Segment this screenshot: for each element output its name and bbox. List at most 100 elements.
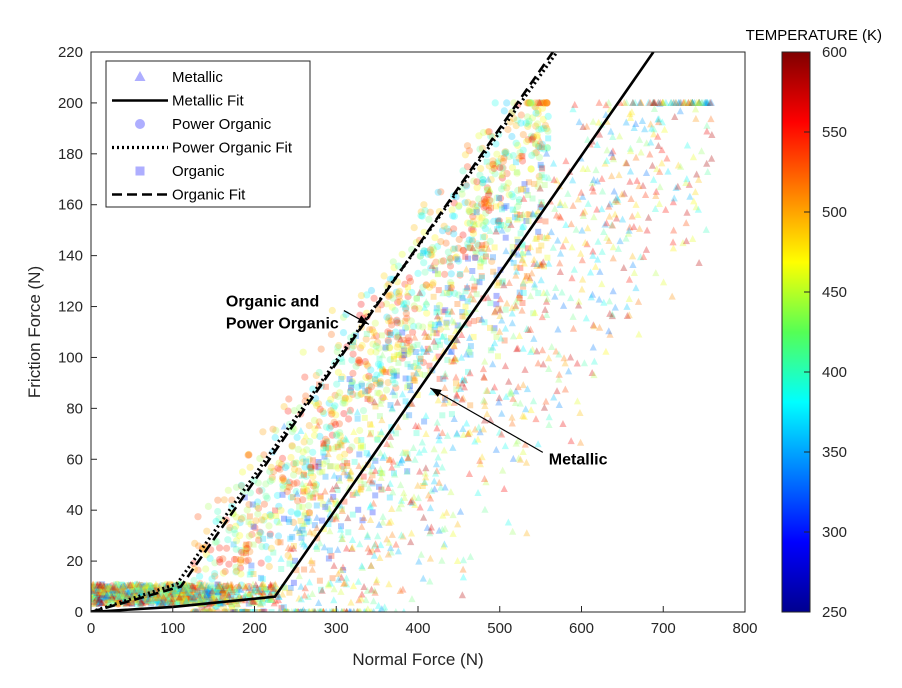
power-organic-point [469, 217, 477, 225]
power-organic-point [236, 519, 244, 527]
metallic-point [235, 585, 243, 593]
power-organic-point [427, 320, 435, 328]
metallic-point [325, 497, 333, 505]
organic-point [322, 445, 329, 451]
organic-point [465, 310, 472, 316]
power-organic-point [206, 554, 214, 563]
power-organic-point [91, 587, 97, 596]
metallic-point [509, 454, 517, 462]
colorbar-tick-label: 250 [822, 604, 847, 621]
power-organic-point [255, 504, 263, 512]
metallic-point [423, 523, 431, 531]
organic-point [497, 266, 504, 273]
organic-point [453, 386, 460, 393]
organic-point [325, 521, 332, 528]
power-organic-point [309, 448, 317, 456]
metallic-point [140, 586, 148, 594]
metallic-point [642, 169, 651, 177]
power-organic-point [290, 480, 298, 488]
metallic-point [249, 588, 258, 596]
organic-point [301, 609, 308, 612]
power-organic-point [499, 157, 507, 165]
power-organic-point [156, 594, 164, 602]
metallic-point [345, 471, 353, 479]
metallic-point [143, 596, 151, 604]
organic-point [210, 588, 217, 595]
power-organic-point [278, 476, 286, 484]
power-organic-point [484, 128, 492, 136]
metallic-point [449, 529, 457, 537]
organic-point [450, 342, 457, 349]
metallic-point [366, 503, 374, 511]
metallic-point [471, 425, 479, 433]
organic-point [478, 273, 485, 280]
metallic-point [565, 367, 573, 375]
metallic-point [605, 297, 614, 305]
power-organic-point [370, 294, 378, 302]
power-organic-point [288, 442, 296, 450]
organic-point [195, 592, 202, 599]
organic-point [210, 584, 217, 591]
power-organic-point [188, 587, 196, 595]
power-organic-point [315, 368, 323, 377]
organic-point [535, 228, 542, 235]
metallic-point [632, 120, 640, 128]
metallic-point [293, 489, 301, 497]
metallic-point [310, 608, 316, 612]
metallic-point [157, 599, 165, 607]
organic-point [162, 589, 169, 596]
metallic-point [434, 396, 442, 404]
power-organic-point [184, 593, 192, 601]
power-organic-point [189, 583, 197, 592]
power-organic-point [416, 252, 424, 260]
organic-point [195, 584, 202, 591]
metallic-point [698, 98, 706, 106]
power-organic-point [245, 450, 253, 458]
metallic-point [337, 525, 345, 533]
metallic-point [320, 608, 325, 612]
power-organic-point [470, 221, 478, 229]
metallic-point [450, 354, 459, 362]
power-organic-point [469, 226, 477, 234]
power-organic-point [244, 556, 252, 564]
organic-point [349, 491, 356, 498]
metallic-point [536, 136, 544, 144]
power-organic-point [526, 99, 535, 107]
power-organic-point [350, 342, 358, 350]
metallic-point [559, 242, 567, 250]
organic-point [360, 473, 367, 480]
metallic-point [96, 598, 104, 606]
organic-point [230, 609, 237, 612]
metallic-point [264, 595, 272, 603]
power-organic-point [184, 584, 192, 592]
metallic-point [514, 344, 522, 352]
organic-point [339, 358, 346, 365]
power-organic-point [143, 597, 151, 605]
metallic-point [411, 500, 419, 508]
organic-point [278, 566, 285, 572]
power-organic-point [309, 385, 317, 393]
metallic-point [255, 586, 263, 594]
metallic-point [184, 592, 192, 600]
y-tick-label: 220 [58, 44, 83, 61]
metallic-point [91, 580, 97, 588]
metallic-point [489, 387, 497, 395]
metallic-point [355, 462, 363, 470]
organic-point [320, 440, 327, 447]
metallic-point [639, 181, 647, 189]
power-organic-point [443, 337, 451, 345]
metallic-point [659, 278, 668, 286]
organic-point [194, 592, 201, 599]
power-organic-point [91, 599, 96, 607]
organic-point [436, 341, 443, 348]
power-organic-point [252, 517, 260, 525]
metallic-point [453, 336, 461, 344]
organic-point [215, 589, 222, 596]
metallic-point [135, 580, 143, 588]
power-organic-point [473, 184, 481, 192]
metallic-point [421, 303, 429, 311]
power-organic-point [531, 103, 540, 111]
power-organic-point [480, 195, 488, 203]
metallic-point [652, 192, 660, 200]
metallic-point [96, 586, 104, 594]
